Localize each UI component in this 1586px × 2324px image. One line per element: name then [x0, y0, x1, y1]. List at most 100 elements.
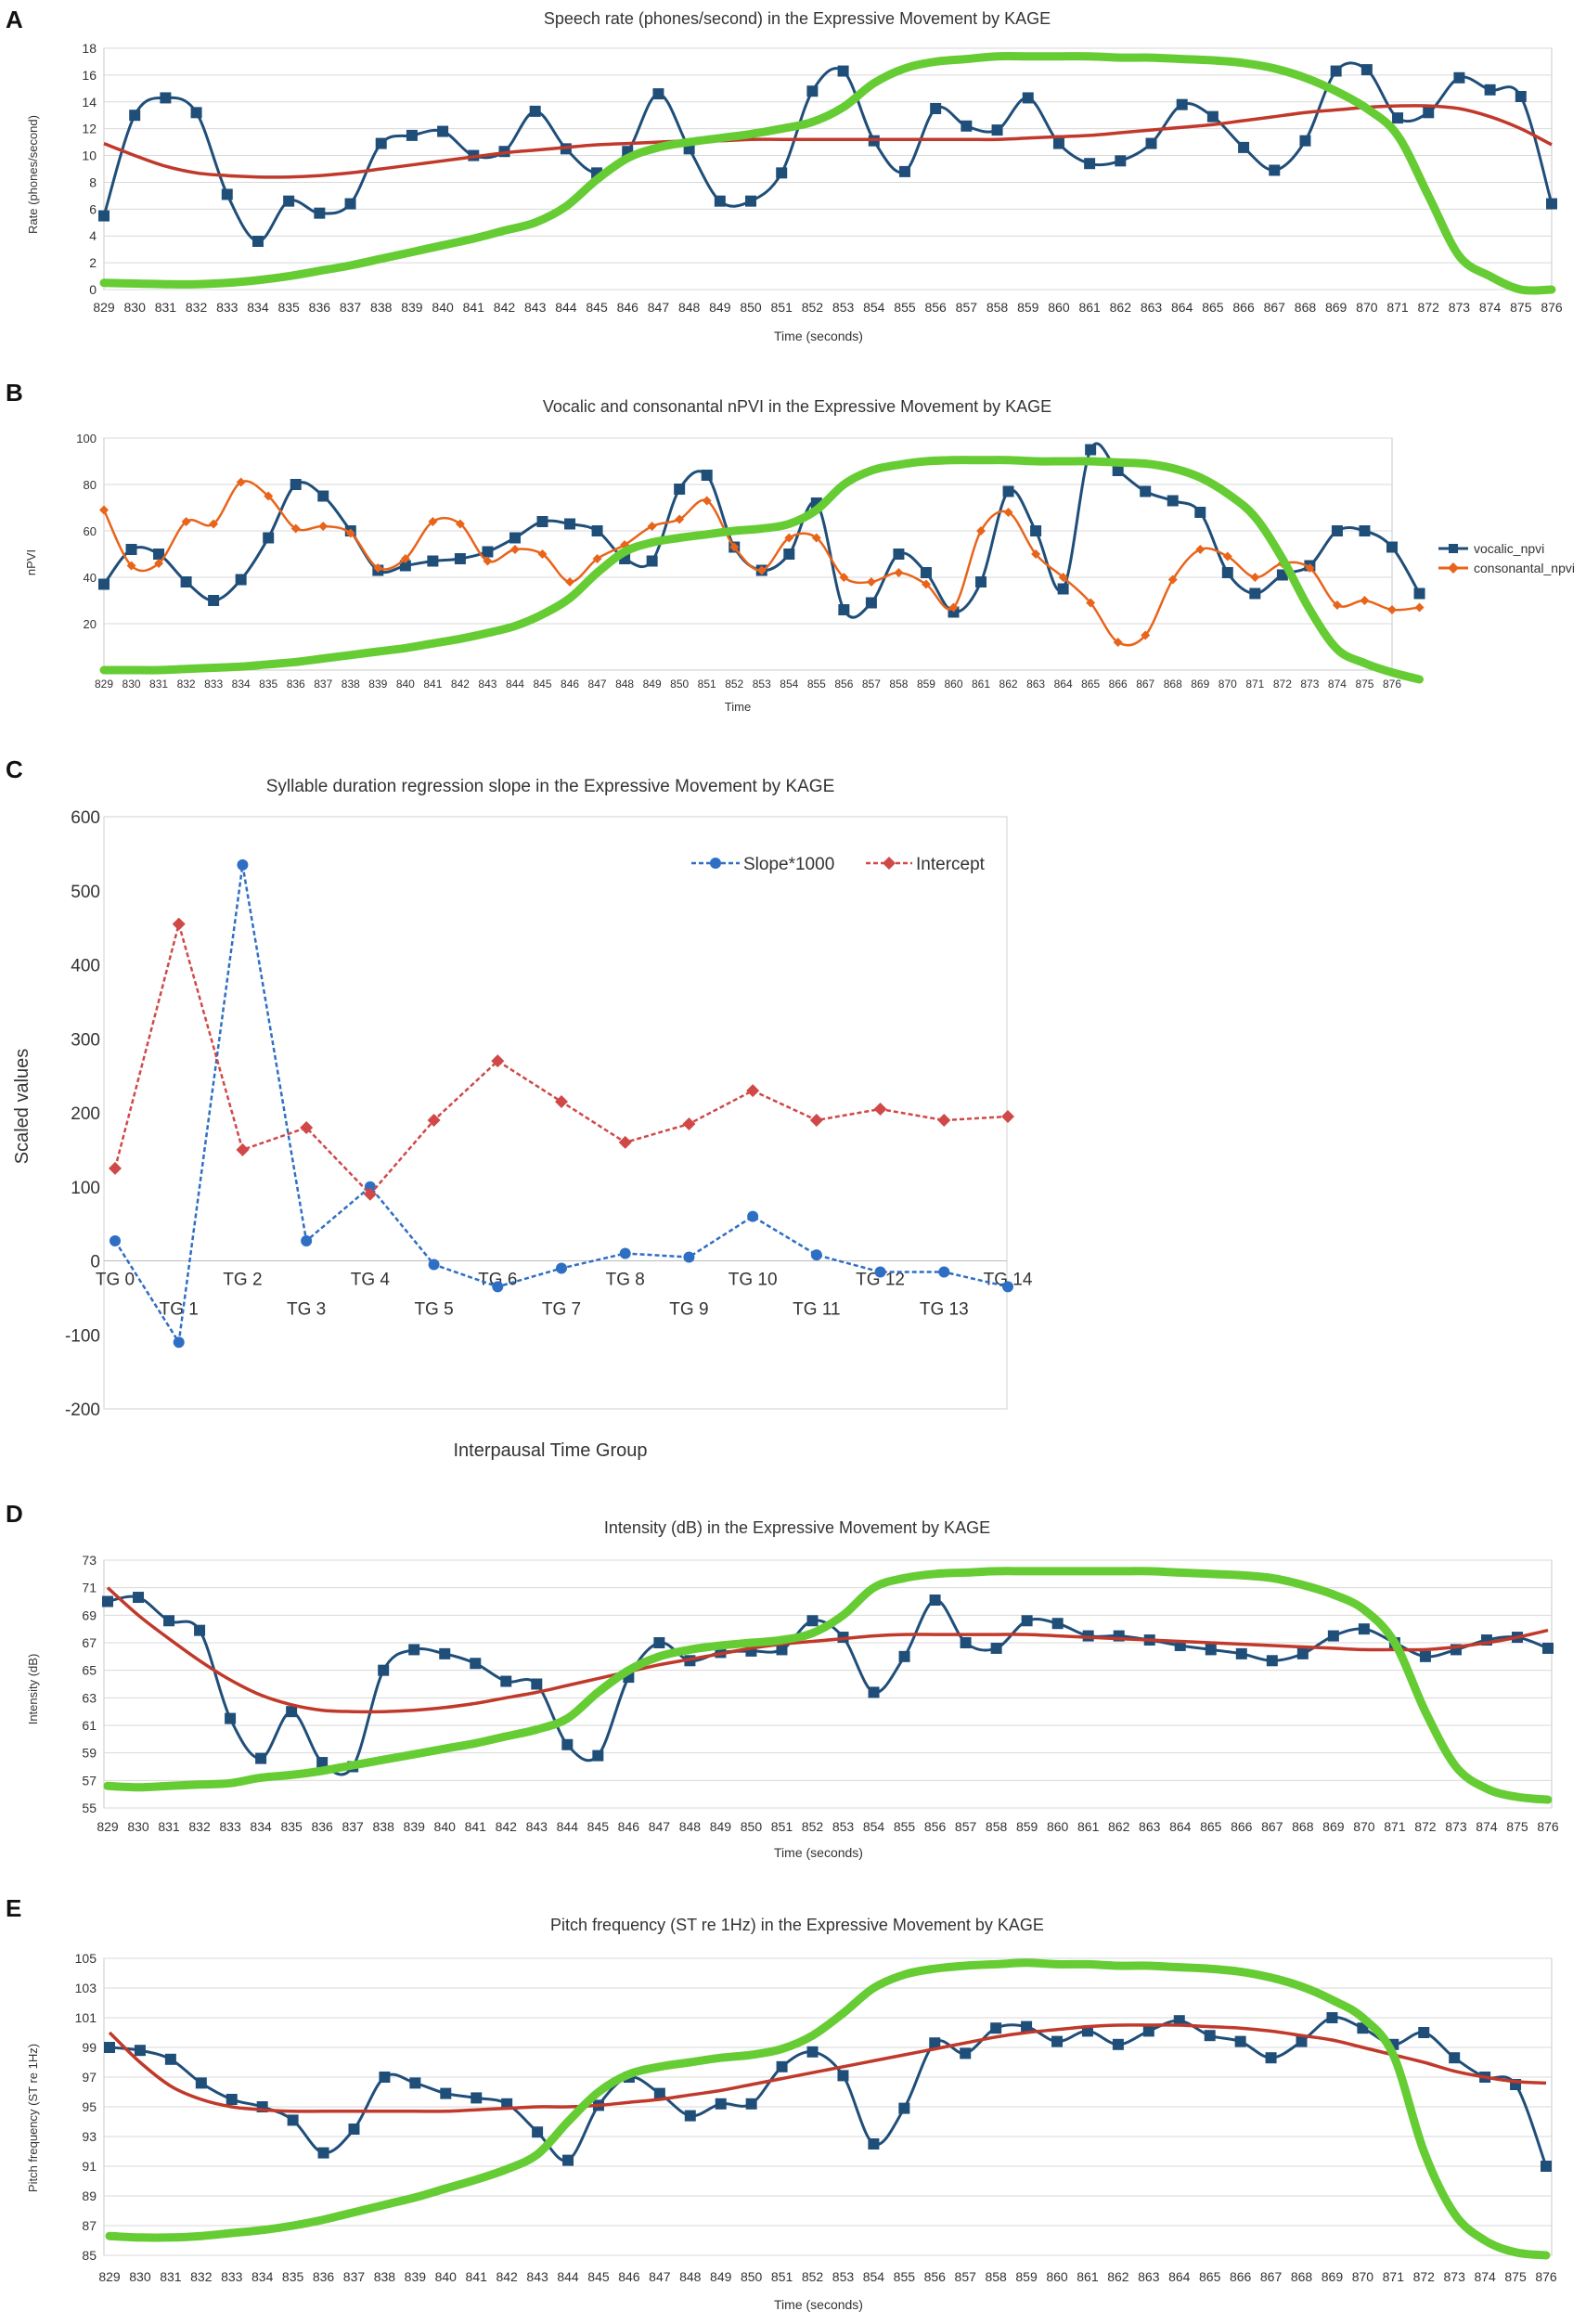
panel-b-consonantal-point — [99, 505, 109, 515]
panel-c-intercept-point — [236, 1143, 250, 1156]
panel-e-pitch-point — [317, 2147, 329, 2159]
panel-b-xtick-label: 869 — [1191, 678, 1209, 691]
panel-b-vocalic-npvi-point — [920, 567, 932, 578]
panel-a-rate-point — [314, 207, 326, 219]
panel-a-xtick-label: 861 — [1078, 300, 1101, 315]
panel-a-rate-point — [406, 129, 418, 141]
panel-c-ytick-label: 100 — [71, 1179, 100, 1198]
panel-b-consonantal-point — [784, 533, 794, 543]
panel-e-xtick-label: 840 — [435, 2269, 458, 2284]
panel-d-xtick-label: 850 — [741, 1819, 763, 1834]
panel-d-xtick-label: 835 — [280, 1819, 303, 1834]
panel-b-vocalic-npvi-point — [1112, 465, 1124, 476]
panel-a-xtick-label: 857 — [956, 300, 978, 315]
panel-b-vocalic-npvi-point — [290, 479, 302, 490]
panel-c-slope-point — [1002, 1281, 1013, 1293]
panel-b-vocalic-npvi-point — [1386, 541, 1398, 553]
panel-d-xtick-label: 855 — [894, 1819, 916, 1834]
panel-c-category-label: TG 10 — [729, 1271, 778, 1290]
panel-b-consonantal-point — [948, 602, 959, 613]
panel-d-intensity-point — [439, 1647, 451, 1659]
panel-d-ytick-label: 67 — [82, 1635, 97, 1650]
panel-a-rate-point — [1299, 135, 1311, 147]
panel-c-slope-point — [110, 1234, 121, 1246]
panel-e-xtick-label: 842 — [496, 2269, 518, 2284]
panel-e-ytick-label: 105 — [75, 1951, 97, 1966]
panel-a-rate-point — [652, 88, 664, 100]
panel-e-ytick-label: 103 — [75, 1981, 97, 1995]
panel-b-xtick-label: 847 — [588, 678, 607, 691]
panel-a-xtick-label: 854 — [863, 300, 885, 315]
panel-label-d: D — [6, 1500, 23, 1528]
panel-d-intensity-point — [1205, 1644, 1217, 1656]
panel-a-rate-point — [1546, 198, 1557, 210]
panel-b-consonantal-point — [1250, 573, 1260, 582]
panel-a-xtick-label: 871 — [1386, 300, 1409, 315]
legend-slope-marker — [710, 858, 721, 869]
panel-e-pitch-point — [653, 2087, 665, 2099]
panel-b-xtick-label: 836 — [287, 678, 305, 691]
panel-e-pitch-point — [929, 2037, 941, 2049]
panel-e-xtick-label: 869 — [1322, 2269, 1344, 2284]
panel-d-xtick-label: 848 — [679, 1819, 702, 1834]
panel-d-intensity-point — [531, 1678, 543, 1690]
panel-d-intensity-point — [1542, 1642, 1554, 1654]
panel-e-xtick-label: 851 — [771, 2269, 793, 2284]
panel-a-rate-point — [1022, 92, 1034, 104]
panel-b-vocalic-npvi-point — [235, 574, 247, 586]
panel-e-ytick-label: 101 — [75, 2010, 97, 2025]
panel-d-ytick-label: 57 — [82, 1773, 97, 1788]
panel-a-rate-point — [776, 167, 788, 179]
panel-e-plot: 85 87 89 91 93 95 97 99 101 103 105 829 830 831 832 833… — [75, 1951, 1557, 2284]
panel-b-consonantal-point — [1031, 549, 1041, 559]
panel-a-xtick-label: 845 — [586, 300, 608, 315]
panel-a-ytick-label: 16 — [82, 68, 97, 83]
panel-c-ytick-label: 300 — [71, 1030, 100, 1050]
panel-e-ylabel: Pitch frequency (ST re 1Hz) — [26, 2044, 40, 2192]
panel-b-vocalic-npvi-point — [893, 549, 905, 560]
panel-e-pitch-point — [1541, 2161, 1552, 2172]
panel-b-xtick-label: 873 — [1300, 678, 1319, 691]
panel-a-rate-point — [160, 92, 172, 104]
panel-a-xtick-label: 876 — [1541, 300, 1563, 315]
panel-a-xtick-label: 844 — [555, 300, 577, 315]
panel-b-xtick-label: 849 — [643, 678, 662, 691]
panel-c-slope-point — [237, 859, 249, 871]
panel-b-consonantal-point — [756, 565, 767, 575]
panel-a-xtick-label: 852 — [802, 300, 824, 315]
panel-b-xtick-label: 845 — [533, 678, 551, 691]
panel-d-intensity-point — [1296, 1647, 1309, 1659]
panel-a-xtick-label: 870 — [1356, 300, 1378, 315]
panel-b-green-curve — [99, 456, 1424, 684]
panel-d-ytick-label: 61 — [82, 1718, 97, 1733]
panel-a-ytick-label: 4 — [89, 228, 97, 243]
panel-a-rate-point — [251, 236, 264, 247]
panel-b-consonantal-point — [565, 577, 575, 587]
panel-a-xtick-label: 875 — [1510, 300, 1532, 315]
panel-a-xtick-label: 848 — [678, 300, 701, 315]
panel-e-pitch-point — [532, 2126, 544, 2138]
panel-e-pitch-point — [1021, 2021, 1033, 2033]
panel-c-slope-point — [173, 1336, 185, 1349]
panel-a-xtick-label: 836 — [309, 300, 331, 315]
panel-b-ytick-label: 40 — [84, 571, 97, 585]
panel-b-vocalic-npvi-point — [701, 470, 713, 481]
panel-b-xtick-label: 837 — [314, 678, 332, 691]
panel-c-intercept-point — [300, 1120, 314, 1134]
panel-d-intensity-point — [653, 1637, 665, 1648]
panel-a-trend-line — [103, 104, 1553, 179]
panel-a-xtick-label: 872 — [1418, 300, 1440, 315]
panel-d-ytick-label: 59 — [82, 1746, 97, 1761]
panel-a-rate-point — [283, 195, 295, 207]
panel-b-consonantal-point — [1387, 605, 1397, 614]
panel-e-pitch-point — [684, 2110, 696, 2122]
panel-b-consonantal-point — [455, 519, 465, 529]
panel-d-intensity-point — [1327, 1630, 1339, 1642]
legend-consonantal-marker — [1448, 562, 1459, 574]
panel-d-xtick-label: 847 — [649, 1819, 671, 1834]
panel-b-consonantal-point — [1305, 563, 1315, 573]
panel-a-rate-point — [1330, 65, 1342, 77]
panel-d-xtick-label: 864 — [1169, 1819, 1192, 1834]
panel-b-xtick-label: 862 — [999, 678, 1018, 691]
